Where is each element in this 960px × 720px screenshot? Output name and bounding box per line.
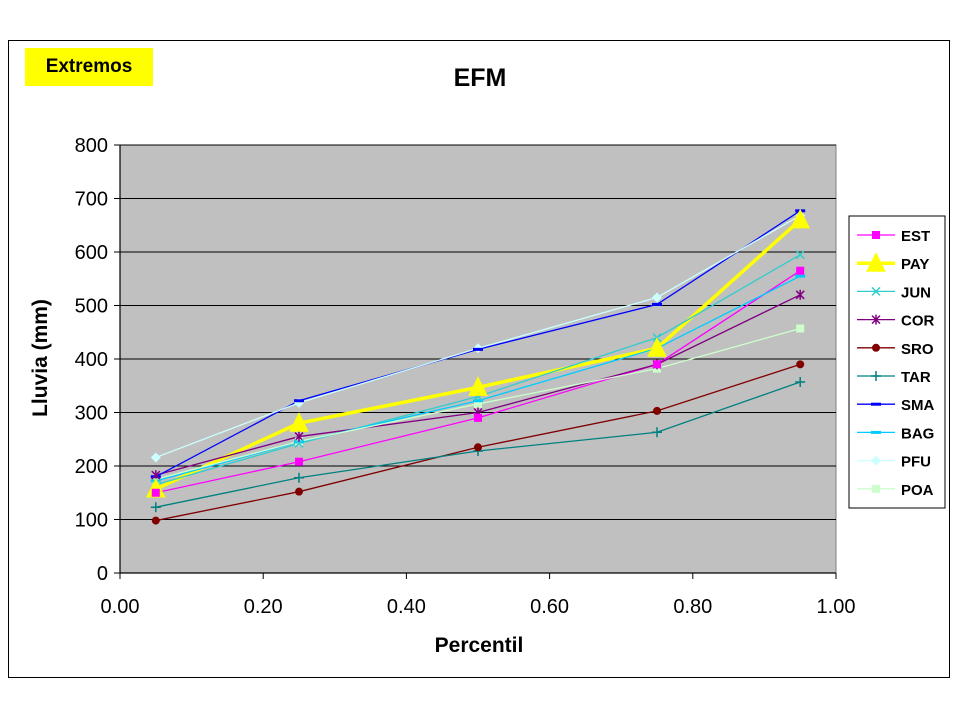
x-tick-label: 0.40 xyxy=(387,596,426,618)
data-point xyxy=(150,502,161,513)
legend-entry: BAG xyxy=(857,425,934,442)
series-markers-est xyxy=(151,266,805,497)
legend-label: JUN xyxy=(901,284,931,301)
extremos-badge: Extremos xyxy=(25,48,153,86)
y-tick-label: 700 xyxy=(75,189,108,211)
series-markers-sro xyxy=(151,360,805,525)
data-point xyxy=(294,438,304,449)
data-point xyxy=(474,413,482,422)
legend-label: SMA xyxy=(901,397,935,414)
data-point xyxy=(796,324,805,333)
series-markers xyxy=(145,208,811,525)
legend-entry: SRO xyxy=(857,341,934,358)
y-tick-label: 600 xyxy=(75,242,108,264)
data-point xyxy=(866,252,886,272)
legend-entry: PAY xyxy=(857,252,929,273)
data-point xyxy=(151,516,160,525)
legend-label: TAR xyxy=(901,369,931,386)
data-point xyxy=(795,289,805,300)
x-axis-title: Percentil xyxy=(435,634,524,657)
legend-label: COR xyxy=(901,313,935,330)
data-point xyxy=(474,443,482,452)
legend-entry: POA xyxy=(857,482,934,499)
y-tick-label: 800 xyxy=(75,135,108,157)
legend-entry: TAR xyxy=(857,369,931,386)
gridlines xyxy=(120,144,836,520)
data-point xyxy=(289,412,309,432)
data-point xyxy=(294,472,304,483)
legend-label: PFU xyxy=(901,454,931,471)
data-point xyxy=(872,343,880,352)
legend-label: POA xyxy=(901,482,934,499)
y-tick-label: 300 xyxy=(75,403,108,425)
data-point xyxy=(795,377,806,388)
data-point xyxy=(151,488,160,497)
y-tick-label: 500 xyxy=(75,296,108,318)
data-point xyxy=(796,360,805,369)
data-point xyxy=(468,376,488,396)
x-tick-label: 0.20 xyxy=(244,596,283,618)
data-point xyxy=(474,399,482,408)
data-point xyxy=(872,484,880,493)
data-point xyxy=(871,286,881,296)
legend: EST PAY JUN COR SRO TAR SMA BAG PFU POA xyxy=(848,215,946,509)
y-tick-label: 200 xyxy=(75,456,108,478)
data-point xyxy=(871,371,881,381)
y-axis-title: Lluvia (mm) xyxy=(29,299,52,417)
legend-entry: COR xyxy=(857,313,935,330)
x-tick-label: 0.80 xyxy=(673,596,712,618)
data-point xyxy=(150,452,161,463)
data-point xyxy=(145,477,166,498)
x-tick-label: 1.00 xyxy=(817,596,856,618)
series-markers-pay xyxy=(145,208,811,498)
series-markers-tar xyxy=(150,377,806,513)
data-point xyxy=(871,314,881,325)
legend-label: EST xyxy=(901,228,930,245)
axes xyxy=(114,144,837,579)
y-tick-label: 400 xyxy=(75,349,108,371)
legend-label: BAG xyxy=(901,425,934,442)
data-point xyxy=(872,231,880,239)
chart-title: EFM xyxy=(454,64,507,92)
legend-label: SRO xyxy=(901,341,934,358)
data-point xyxy=(652,427,662,438)
data-point xyxy=(295,487,303,496)
x-tick-labels: 0.00 0.20 0.40 0.60 0.80 1.00 xyxy=(101,596,856,618)
y-tick-labels: 0 100 200 300 400 500 600 700 800 xyxy=(75,135,108,585)
x-tick-label: 0.00 xyxy=(101,596,140,618)
legend-entry: PFU xyxy=(857,454,931,471)
y-tick-label: 0 xyxy=(97,563,108,585)
data-point xyxy=(294,431,304,442)
data-point xyxy=(871,455,881,466)
legend-label: PAY xyxy=(901,256,929,273)
data-point xyxy=(653,406,661,415)
legend-entry: JUN xyxy=(857,284,931,301)
data-point xyxy=(647,337,667,357)
data-point xyxy=(795,250,805,260)
data-point xyxy=(790,208,811,229)
data-point xyxy=(796,266,805,275)
x-tick-label: 0.60 xyxy=(530,596,569,618)
data-point xyxy=(653,360,661,369)
data-point xyxy=(652,292,662,303)
y-tick-label: 100 xyxy=(75,510,108,532)
data-point xyxy=(295,457,303,466)
legend-entry: SMA xyxy=(857,397,935,414)
legend-entry: EST xyxy=(857,228,930,245)
